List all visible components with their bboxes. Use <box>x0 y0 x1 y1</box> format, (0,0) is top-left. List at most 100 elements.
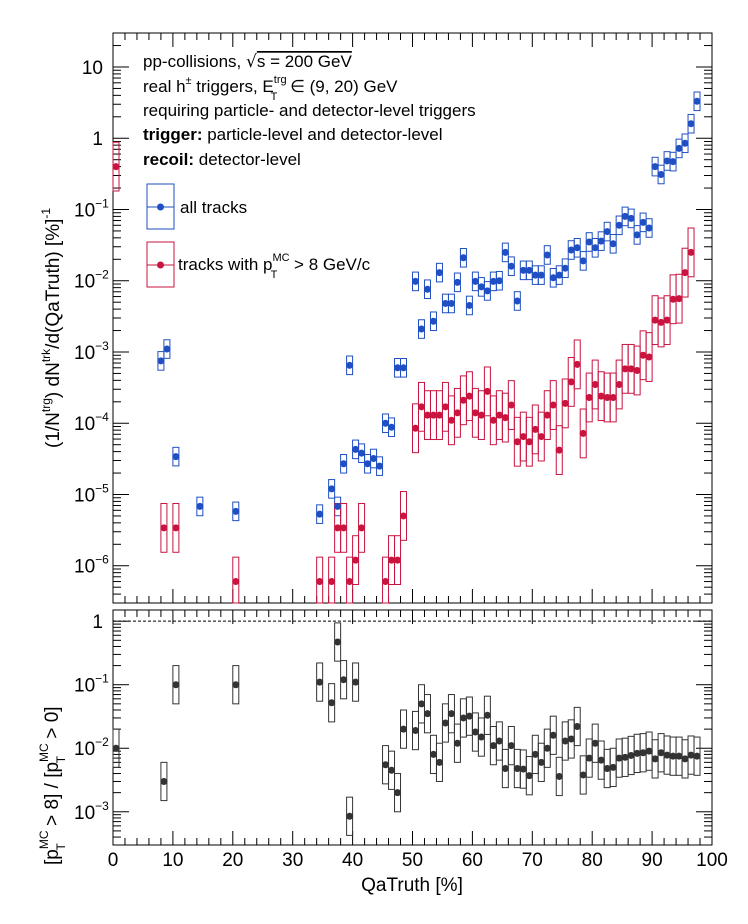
top-y-tick-label: 10−6 <box>74 553 109 578</box>
high-pt-tracks-point <box>501 414 509 422</box>
ratio-point <box>693 752 701 760</box>
all-tracks-point <box>585 238 593 246</box>
high-pt-tracks-point <box>435 411 443 419</box>
top-y-tick-label: 10−1 <box>74 196 109 221</box>
all-tracks-point <box>549 274 557 282</box>
all-tracks-point <box>417 325 425 333</box>
all-tracks-point <box>603 228 611 236</box>
ratio-point <box>394 789 402 797</box>
all-tracks-point <box>471 277 479 285</box>
all-tracks-point <box>495 277 503 285</box>
high-pt-tracks-point <box>417 403 425 411</box>
all-tracks-point <box>196 502 204 510</box>
ratio-point <box>585 754 593 762</box>
bottom-y-tick-label: 10−1 <box>74 672 109 697</box>
all-tracks-point <box>537 271 545 279</box>
ratio-point <box>423 710 431 718</box>
high-pt-tracks-point <box>687 248 695 256</box>
ratio-point <box>615 754 623 762</box>
high-pt-tracks-point <box>507 401 515 409</box>
high-pt-tracks-point <box>429 411 437 419</box>
ratio-point <box>561 737 569 745</box>
high-pt-tracks-point <box>627 365 635 373</box>
high-pt-tracks-point <box>382 578 390 586</box>
all-tracks-point <box>328 485 336 493</box>
annotation-line-1: pp-collisions, √s = 200 GeV <box>143 52 352 72</box>
ratio-point <box>447 710 455 718</box>
ratio-point <box>316 678 324 686</box>
all-tracks-point <box>477 283 485 291</box>
all-tracks-point <box>370 455 378 463</box>
high-pt-tracks-point <box>633 366 641 374</box>
bottom-y-tick-label: 10−3 <box>74 799 109 824</box>
ratio-point <box>525 772 533 780</box>
annotation-block: pp-collisions, √s = 200 GeV real h± trig… <box>143 52 476 169</box>
high-pt-tracks-point <box>549 401 557 409</box>
all-tracks-point <box>400 364 408 372</box>
all-tracks-point <box>340 460 348 468</box>
legend-entry-high-pt-tracks: tracks with pMC T > 8 GeV/c <box>146 241 371 288</box>
high-pt-tracks-point <box>615 380 623 388</box>
all-tracks-point <box>453 278 461 286</box>
high-pt-tracks-point <box>591 380 599 388</box>
high-pt-tracks-point <box>423 411 431 419</box>
ratio-point <box>328 699 336 707</box>
high-pt-tracks-point <box>453 409 461 417</box>
high-pt-tracks-point <box>447 416 455 424</box>
all-tracks-point <box>507 262 515 270</box>
all-tracks-point <box>639 218 647 226</box>
all-tracks-point <box>687 120 695 128</box>
ratio-point <box>501 765 509 773</box>
ratio-point <box>507 742 515 750</box>
high-pt-tracks-point <box>465 392 473 400</box>
ratio-point <box>567 735 575 743</box>
ratio-point <box>669 752 677 760</box>
all-tracks-point <box>172 453 180 461</box>
all-tracks-point <box>657 170 665 178</box>
x-tick-label: 80 <box>582 850 603 871</box>
top-data-points <box>112 97 701 586</box>
high-pt-tracks-point <box>346 578 354 586</box>
x-tick-label: 20 <box>222 850 243 871</box>
ratio-point <box>340 676 348 684</box>
high-pt-tracks-point <box>388 556 396 564</box>
high-pt-tracks-point <box>459 396 467 404</box>
annotation-line-2: real h± triggers, Etrg T ∈ (9, 20) GeV <box>143 74 398 103</box>
high-pt-tracks-point <box>603 393 611 401</box>
all-tracks-point <box>376 462 384 470</box>
high-pt-tracks-point <box>328 578 336 586</box>
high-pt-tracks-point <box>489 416 497 424</box>
all-tracks-point <box>441 299 449 307</box>
all-tracks-point <box>615 221 623 229</box>
high-pt-tracks-point <box>471 409 479 417</box>
ratio-point <box>441 719 449 727</box>
ratio-point <box>453 739 461 747</box>
high-pt-tracks-point <box>531 425 539 433</box>
all-tracks-point <box>346 361 354 369</box>
ratio-point <box>160 777 168 785</box>
legend-marker-hpt-dot <box>157 261 164 269</box>
x-tick-label: 100 <box>696 850 728 871</box>
high-pt-tracks-point <box>394 556 402 564</box>
high-pt-tracks-point <box>597 392 605 400</box>
all-tracks-point <box>663 157 671 165</box>
top-y-tick-label: 10−5 <box>74 481 109 506</box>
bottom-y-axis: 1 10−1 10−2 10−3 <box>74 612 712 846</box>
all-tracks-point <box>483 287 491 295</box>
legend-label-high-pt-tracks: tracks with pMC T > 8 GeV/c <box>178 252 371 281</box>
x-tick-label: 70 <box>522 850 543 871</box>
ratio-point <box>687 751 695 759</box>
ratio-point <box>477 733 485 741</box>
high-pt-tracks-point <box>316 578 324 586</box>
all-tracks-point <box>693 97 701 105</box>
high-pt-tracks-point <box>681 269 689 277</box>
top-y-tick-label: 10−4 <box>74 410 109 435</box>
bottom-y-tick-label: 1 <box>92 612 103 633</box>
ratio-point <box>531 750 539 758</box>
high-pt-tracks-point <box>573 360 581 368</box>
high-pt-tracks-point <box>651 316 659 324</box>
high-pt-tracks-point <box>340 524 348 532</box>
annotation-line-5: recoil: detector-level <box>143 150 301 169</box>
top-y-tick-label: 1 <box>92 129 103 150</box>
